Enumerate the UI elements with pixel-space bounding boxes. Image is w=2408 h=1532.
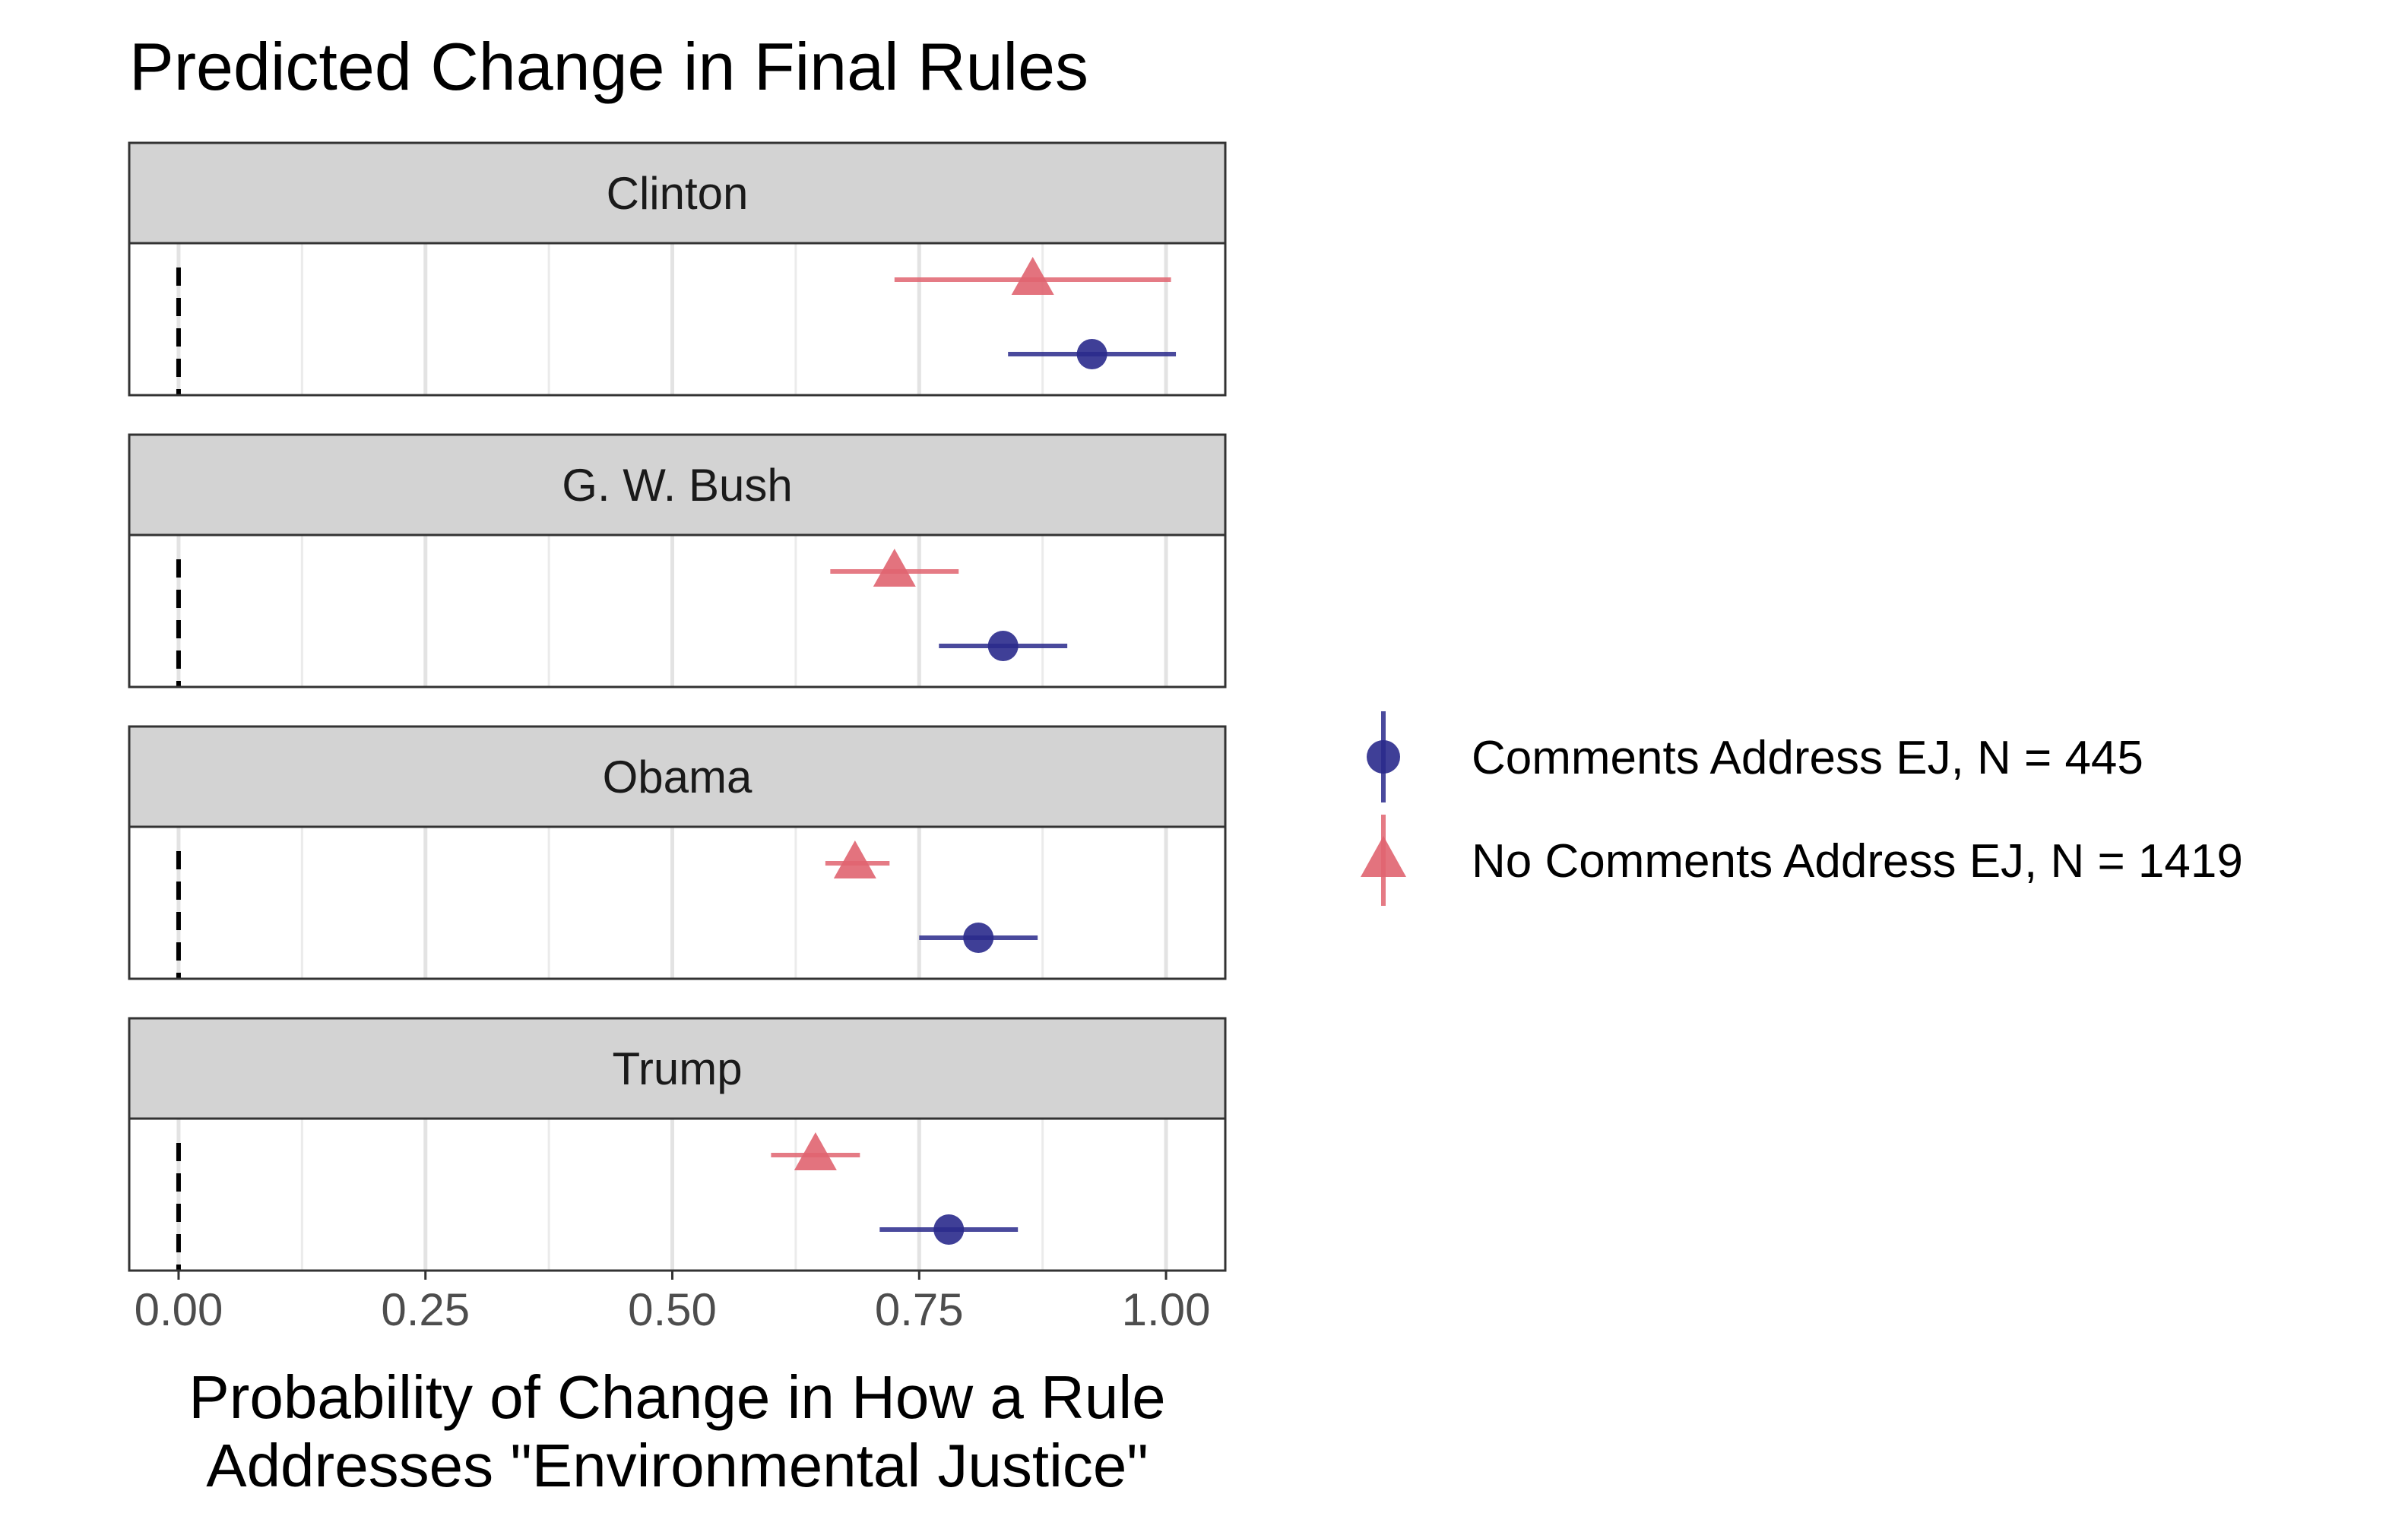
facet-trump: Trump bbox=[128, 1017, 1227, 1272]
panel-border-trump bbox=[128, 1117, 1227, 1272]
x-tick-label: 0.25 bbox=[381, 1284, 470, 1335]
x-tick-label: 0.50 bbox=[628, 1284, 717, 1335]
x-tick-label: 0.00 bbox=[135, 1284, 223, 1335]
point-circle-clinton bbox=[1076, 339, 1107, 369]
facet-obama: Obama bbox=[128, 725, 1227, 980]
point-circle-trump bbox=[933, 1214, 965, 1245]
point-triangle-trump bbox=[794, 1132, 837, 1170]
panel-border-obama bbox=[128, 825, 1227, 980]
facet-label-obama: Obama bbox=[603, 752, 752, 802]
facet-strip-trump bbox=[128, 1017, 1227, 1120]
panel-background-clinton bbox=[129, 243, 1225, 395]
x-tick-label: 0.75 bbox=[875, 1284, 964, 1335]
x-axis-title-line-2: Addresses "Environmental Justice" bbox=[206, 1432, 1149, 1499]
facet-panels: Clinton G. W. Bush Obama Trump bbox=[128, 141, 1227, 1272]
x-axis: 0.00 0.25 0.50 0.75 1.00 bbox=[135, 1271, 1211, 1335]
x-tick-label: 1.00 bbox=[1122, 1284, 1211, 1335]
panel-background-obama bbox=[129, 827, 1225, 979]
facet-strip-g-w-bush bbox=[128, 433, 1227, 537]
facet-label-clinton: Clinton bbox=[607, 168, 749, 219]
facet-strip-clinton bbox=[128, 141, 1227, 245]
facet-g-w-bush: G. W. Bush bbox=[128, 433, 1227, 688]
facet-clinton: Clinton bbox=[128, 141, 1227, 397]
point-circle-obama bbox=[963, 923, 994, 953]
point-triangle-g-w-bush bbox=[873, 549, 916, 587]
legend-label-circle: Comments Address EJ, N = 445 bbox=[1472, 732, 2143, 784]
facet-label-trump: Trump bbox=[612, 1043, 742, 1094]
point-circle-g-w-bush bbox=[987, 631, 1019, 661]
panel-background-g-w-bush bbox=[129, 535, 1225, 687]
panel-border-clinton bbox=[128, 242, 1227, 397]
legend: Comments Address EJ, N = 445 No Comments … bbox=[1361, 711, 2243, 906]
legend-key-circle bbox=[1367, 740, 1400, 774]
x-axis-title-line-1: Probability of Change in How a Rule bbox=[189, 1363, 1165, 1431]
legend-key-triangle bbox=[1361, 836, 1406, 877]
chart-title: Predicted Change in Final Rules bbox=[129, 29, 1088, 104]
panel-background-trump bbox=[129, 1119, 1225, 1271]
point-triangle-obama bbox=[833, 840, 876, 878]
facet-label-g-w-bush: G. W. Bush bbox=[562, 460, 792, 511]
legend-label-triangle: No Comments Address EJ, N = 1419 bbox=[1472, 835, 2243, 888]
point-triangle-clinton bbox=[1011, 257, 1054, 295]
panel-border-g-w-bush bbox=[128, 533, 1227, 688]
